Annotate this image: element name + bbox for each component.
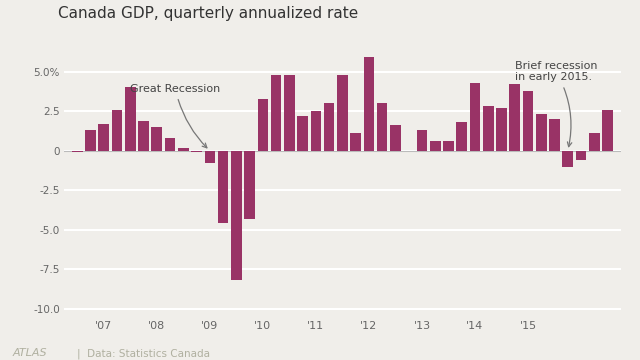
Bar	[576, 151, 586, 160]
Bar	[231, 151, 242, 280]
Bar	[164, 138, 175, 151]
Bar	[257, 99, 268, 151]
Text: ATLAS: ATLAS	[13, 348, 47, 359]
Bar	[509, 84, 520, 151]
Bar	[85, 130, 96, 151]
Bar	[205, 151, 215, 163]
Text: Brief recession
in early 2015.: Brief recession in early 2015.	[515, 61, 597, 147]
Bar	[563, 151, 573, 167]
Bar	[602, 110, 613, 151]
Bar	[390, 125, 401, 151]
Bar	[271, 75, 282, 151]
Bar	[443, 141, 454, 151]
Bar	[324, 103, 335, 151]
Bar	[523, 91, 533, 151]
Text: |  Data: Statistics Canada: | Data: Statistics Canada	[77, 348, 210, 359]
Bar	[310, 111, 321, 151]
Bar	[218, 151, 228, 224]
Text: Canada GDP, quarterly annualized rate: Canada GDP, quarterly annualized rate	[58, 6, 358, 21]
Bar	[589, 133, 600, 151]
Bar	[152, 127, 162, 151]
Bar	[430, 141, 440, 151]
Bar	[549, 119, 560, 151]
Bar	[138, 121, 149, 151]
Bar	[284, 75, 294, 151]
Bar	[417, 130, 428, 151]
Bar	[99, 124, 109, 151]
Bar	[456, 122, 467, 151]
Bar	[125, 87, 136, 151]
Bar	[191, 151, 202, 152]
Bar	[72, 151, 83, 152]
Text: Great Recession: Great Recession	[131, 84, 221, 148]
Bar	[112, 110, 122, 151]
Bar	[350, 133, 361, 151]
Bar	[496, 108, 507, 151]
Bar	[377, 103, 387, 151]
Bar	[364, 58, 374, 151]
Bar	[178, 148, 189, 151]
Bar	[536, 114, 547, 151]
Bar	[298, 116, 308, 151]
Bar	[337, 75, 348, 151]
Bar	[483, 107, 493, 151]
Bar	[244, 151, 255, 219]
Bar	[470, 83, 480, 151]
